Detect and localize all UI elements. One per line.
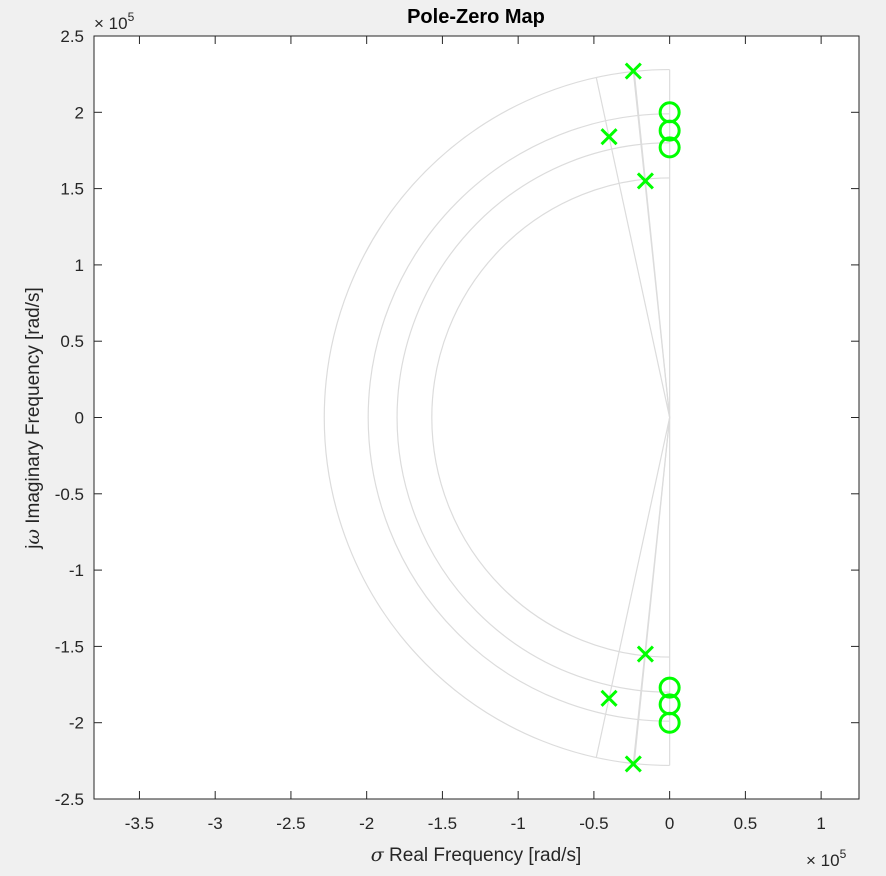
x-multiplier-exp: 5 [840, 847, 847, 861]
chart-title: Pole-Zero Map [407, 6, 545, 28]
pole-marker [636, 172, 654, 190]
y-axis-multiplier: × 105 [94, 10, 135, 33]
x-tick-label: 0 [665, 814, 674, 833]
x-tick-label: -1 [511, 814, 526, 833]
y-axis-symbol: ω [22, 529, 44, 545]
pole-marker [624, 62, 642, 80]
y-multiplier-exp: 5 [128, 10, 135, 24]
frequency-grid-arc-1 [396, 142, 670, 693]
x-axis-multiplier: × 105 [806, 847, 847, 870]
frequency-grid-arc-3 [323, 68, 670, 767]
x-tick-label: -1.5 [428, 814, 457, 833]
pole-marker [624, 755, 642, 773]
y-axis-text: Imaginary Frequency [rad/s] [23, 287, 44, 524]
pole-marker [600, 689, 618, 707]
y-tick-label: 0.5 [60, 332, 84, 351]
pole-marker [600, 128, 618, 146]
pole-zero-markers [600, 62, 681, 773]
damping-grid-ray-2-lower [632, 417, 671, 764]
x-axis-text: Real Frequency [rad/s] [389, 845, 581, 866]
y-tick-label: -1 [69, 561, 84, 580]
x-tick-label: -2.5 [276, 814, 305, 833]
y-tick-label: -0.5 [55, 485, 84, 504]
s-plane-grid [323, 68, 671, 767]
y-axis-prefix: j [23, 545, 44, 550]
frequency-grid-arc-2 [367, 113, 670, 722]
x-tick-label: -3 [208, 814, 223, 833]
pole-marker [636, 645, 654, 663]
zero-marker [658, 676, 681, 699]
axis-ticks: -3.5 -3 -2.5 -2 -1.5 -1 -0.5 0 0.5 1 2.5 2 1.5 1 0.5 0 -… [55, 27, 859, 833]
x-multiplier-base: × 10 [806, 851, 840, 870]
damping-grid-ray-2-upper [632, 71, 671, 418]
y-tick-label: 1.5 [60, 180, 84, 199]
y-tick-label: -1.5 [55, 637, 84, 656]
zero-marker [658, 711, 681, 734]
plot-area [94, 36, 859, 799]
frequency-grid-arc-0 [431, 177, 670, 658]
y-axis-label: jω Imaginary Frequency [rad/s] [22, 287, 44, 550]
x-tick-label: -3.5 [125, 814, 154, 833]
y-tick-label: 2 [75, 103, 84, 122]
y-tick-label: 1 [75, 256, 84, 275]
x-tick-label: -0.5 [579, 814, 608, 833]
zero-marker [658, 136, 681, 159]
y-multiplier-base: × 10 [94, 14, 128, 33]
x-tick-label: -2 [359, 814, 374, 833]
y-tick-label: 2.5 [60, 27, 84, 46]
x-axis-symbol: σ [371, 844, 385, 866]
y-tick-label: -2 [69, 714, 84, 733]
y-tick-label: -2.5 [55, 790, 84, 809]
zero-marker [658, 119, 681, 142]
x-axis-label: σ Real Frequency [rad/s] [371, 844, 581, 866]
y-tick-label: 0 [75, 409, 84, 428]
x-tick-label: 0.5 [734, 814, 758, 833]
x-tick-label: 1 [816, 814, 825, 833]
